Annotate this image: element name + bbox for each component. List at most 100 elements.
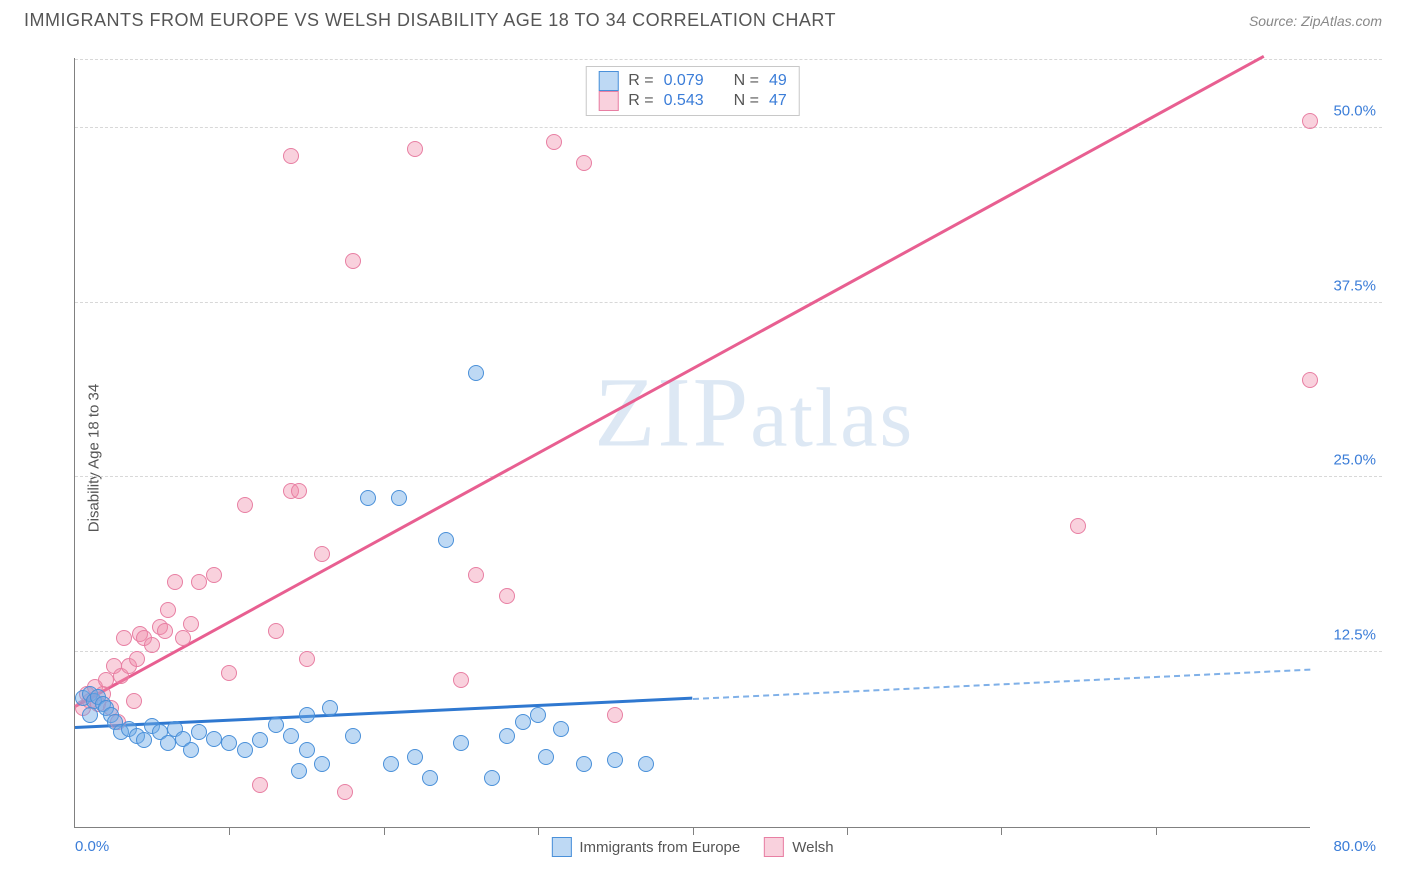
watermark: ZIPatlas xyxy=(594,354,914,469)
data-point xyxy=(515,714,531,730)
x-tick xyxy=(1001,827,1002,835)
data-point xyxy=(283,148,299,164)
grid-line xyxy=(75,651,1382,652)
x-tick xyxy=(693,827,694,835)
data-point xyxy=(299,707,315,723)
data-point xyxy=(438,532,454,548)
data-point xyxy=(553,721,569,737)
data-point xyxy=(268,717,284,733)
data-point xyxy=(191,574,207,590)
data-point xyxy=(314,546,330,562)
data-point xyxy=(407,141,423,157)
legend-series: Immigrants from Europe Welsh xyxy=(551,837,833,857)
x-tick xyxy=(229,827,230,835)
data-point xyxy=(160,735,176,751)
data-point xyxy=(237,742,253,758)
data-point xyxy=(183,742,199,758)
swatch-pink-icon xyxy=(764,837,784,857)
legend-item-pink: Welsh xyxy=(764,837,833,857)
data-point xyxy=(453,672,469,688)
swatch-pink-icon xyxy=(598,91,618,111)
data-point xyxy=(607,752,623,768)
data-point xyxy=(1302,372,1318,388)
grid-line xyxy=(75,59,1382,60)
data-point xyxy=(167,574,183,590)
data-point xyxy=(206,731,222,747)
data-point xyxy=(530,707,546,723)
data-point xyxy=(499,728,515,744)
data-point xyxy=(546,134,562,150)
data-point xyxy=(157,623,173,639)
x-tick xyxy=(847,827,848,835)
data-point xyxy=(499,588,515,604)
data-point xyxy=(268,623,284,639)
data-point xyxy=(1070,518,1086,534)
data-point xyxy=(484,770,500,786)
data-point xyxy=(299,742,315,758)
data-point xyxy=(391,490,407,506)
data-point xyxy=(175,630,191,646)
data-point xyxy=(252,777,268,793)
data-point xyxy=(144,637,160,653)
data-point xyxy=(468,365,484,381)
data-point xyxy=(314,756,330,772)
data-point xyxy=(453,735,469,751)
x-end-label: 80.0% xyxy=(1333,838,1376,855)
data-point xyxy=(345,253,361,269)
data-point xyxy=(360,490,376,506)
data-point xyxy=(291,483,307,499)
data-point xyxy=(383,756,399,772)
swatch-blue-icon xyxy=(551,837,571,857)
legend-row-pink: R = 0.543 N = 47 xyxy=(598,91,787,111)
grid-line xyxy=(75,476,1382,477)
x-tick xyxy=(1156,827,1157,835)
data-point xyxy=(98,672,114,688)
x-tick xyxy=(384,827,385,835)
swatch-blue-icon xyxy=(598,71,618,91)
data-point xyxy=(538,749,554,765)
y-tick-label: 12.5% xyxy=(1333,627,1376,644)
data-point xyxy=(638,756,654,772)
data-point xyxy=(206,567,222,583)
data-point xyxy=(291,763,307,779)
source-credit: Source: ZipAtlas.com xyxy=(1249,13,1382,29)
data-point xyxy=(1302,113,1318,129)
chart-container: Disability Age 18 to 34 ZIPatlas R = 0.0… xyxy=(24,48,1382,868)
legend-correlation: R = 0.079 N = 49 R = 0.543 N = 47 xyxy=(585,66,800,116)
trend-line xyxy=(74,55,1264,708)
data-point xyxy=(191,724,207,740)
data-point xyxy=(116,630,132,646)
data-point xyxy=(252,732,268,748)
data-point xyxy=(468,567,484,583)
y-tick-label: 37.5% xyxy=(1333,277,1376,294)
legend-row-blue: R = 0.079 N = 49 xyxy=(598,71,787,91)
grid-line xyxy=(75,302,1382,303)
legend-item-blue: Immigrants from Europe xyxy=(551,837,740,857)
data-point xyxy=(136,732,152,748)
data-point xyxy=(129,651,145,667)
data-point xyxy=(322,700,338,716)
data-point xyxy=(160,602,176,618)
data-point xyxy=(82,707,98,723)
data-point xyxy=(283,728,299,744)
plot-area: ZIPatlas R = 0.079 N = 49 R = 0.543 N = … xyxy=(74,58,1310,828)
data-point xyxy=(345,728,361,744)
grid-line xyxy=(75,127,1382,128)
data-point xyxy=(183,616,199,632)
y-tick-label: 25.0% xyxy=(1333,452,1376,469)
data-point xyxy=(407,749,423,765)
x-origin-label: 0.0% xyxy=(75,838,109,855)
x-tick xyxy=(538,827,539,835)
data-point xyxy=(607,707,623,723)
trend-line xyxy=(692,668,1310,699)
data-point xyxy=(221,665,237,681)
data-point xyxy=(337,784,353,800)
data-point xyxy=(576,155,592,171)
data-point xyxy=(126,693,142,709)
data-point xyxy=(221,735,237,751)
data-point xyxy=(237,497,253,513)
data-point xyxy=(576,756,592,772)
chart-title: IMMIGRANTS FROM EUROPE VS WELSH DISABILI… xyxy=(24,10,836,31)
data-point xyxy=(422,770,438,786)
data-point xyxy=(299,651,315,667)
